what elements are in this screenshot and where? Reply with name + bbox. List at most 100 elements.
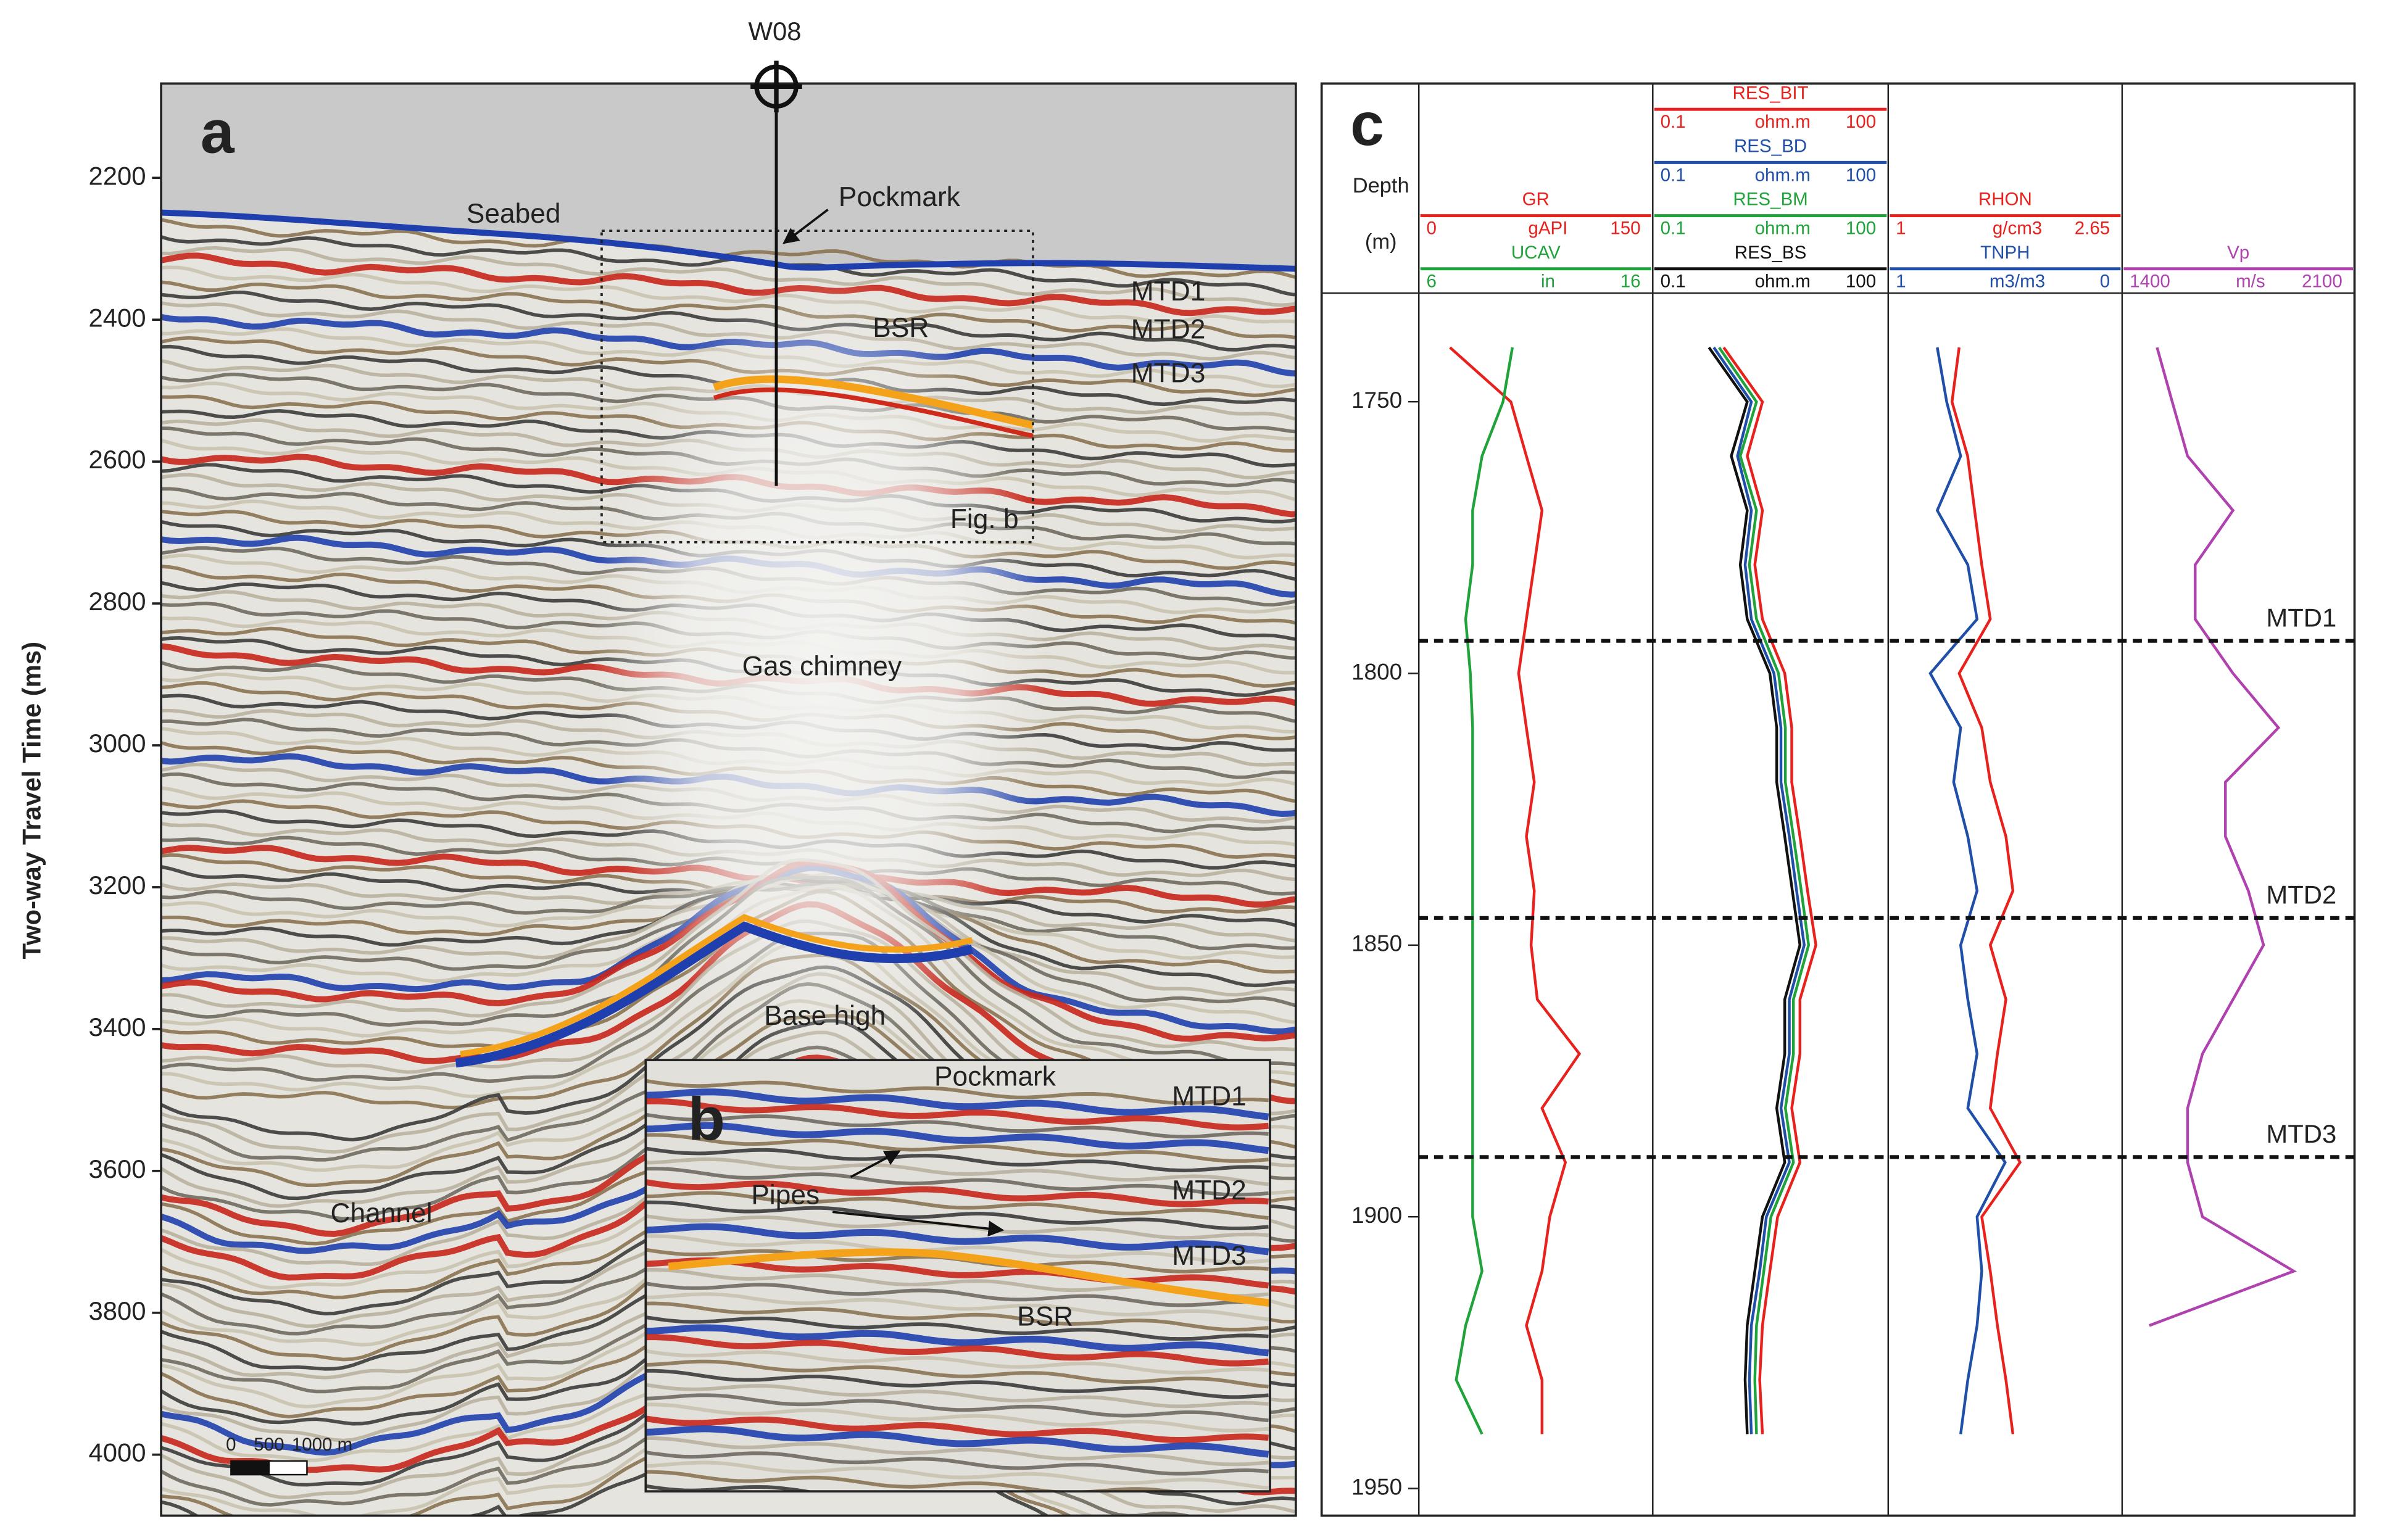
seismic-reflector: [645, 1157, 1269, 1186]
log-curve: [1455, 347, 1514, 1435]
base-high-reflector: [460, 914, 973, 1058]
x-range-min: 6: [1427, 271, 1437, 292]
bsr-reflector: [713, 387, 1034, 439]
scale-bar-label: 1000 m: [292, 1434, 352, 1455]
legend-name: GR: [1522, 189, 1550, 210]
y-tick-label: 3800: [88, 1296, 146, 1325]
seismic-reflector: [645, 1436, 1269, 1467]
annotation: BSR: [873, 313, 929, 343]
panel-label: a: [201, 98, 235, 166]
seismic-reflector: [645, 1415, 1269, 1443]
seismic-reflector: [645, 1292, 1269, 1322]
y-tick-label: 1800: [1351, 659, 1402, 684]
panel-frame: [160, 82, 1297, 1517]
log-curve: [1722, 346, 1817, 1434]
x-range-min: 1: [1896, 218, 1906, 238]
panel-label: c: [1350, 90, 1384, 158]
x-range-min: 1: [1896, 271, 1906, 292]
seismic-reflector: [645, 1112, 1269, 1139]
x-range-max: 2.65: [2075, 218, 2110, 238]
inset-frame: [644, 1059, 1271, 1493]
seismic-reflector: [645, 1146, 1269, 1173]
seismic-reflector: [645, 1167, 1269, 1197]
seismic-reflector: [645, 1324, 1269, 1357]
marker-label: MTD1: [2266, 603, 2336, 632]
base-high-reflector: [455, 921, 974, 1068]
x-range-max: 150: [1610, 218, 1640, 238]
legend-unit: in: [1541, 271, 1555, 292]
seismic-reflector: [645, 1315, 1269, 1341]
log-curve: [1950, 347, 2022, 1434]
log-curve: [1928, 347, 2007, 1434]
seismic-reflector: [645, 1179, 1269, 1207]
well-label: W08: [749, 17, 802, 46]
annotation: Pipes: [751, 1180, 820, 1210]
seismic-reflector: [645, 1349, 1269, 1375]
log-curve: [1718, 346, 1811, 1434]
gas-chimney: [592, 273, 1048, 1064]
seismic-reflector: [645, 1383, 1269, 1409]
seismic-reflector: [645, 1425, 1269, 1458]
legend-unit: g/cm3: [1993, 218, 2042, 238]
seismic-reflector: [645, 1223, 1269, 1256]
legend-unit: ohm.m: [1755, 271, 1811, 292]
inset-bsr: [668, 1248, 1270, 1307]
y-axis-label: Depth: [1353, 174, 1409, 197]
x-range-max: 0: [2100, 271, 2110, 292]
seismic-reflector: [645, 1257, 1269, 1289]
x-range-max: 100: [1846, 218, 1876, 238]
annotation: MTD2: [1131, 314, 1206, 344]
legend-name: TNPH: [1980, 242, 2030, 263]
annotation: MTD3: [1172, 1241, 1247, 1271]
seismic-reflector: [645, 1098, 1269, 1131]
seismic-reflector: [645, 1133, 1269, 1163]
legend-name: Vp: [2227, 242, 2249, 263]
y-tick-label: 3400: [88, 1012, 146, 1041]
arrow: [832, 1211, 1005, 1237]
log-curve: [1712, 346, 1806, 1434]
y-tick-label: 1750: [1351, 387, 1402, 413]
arrow: [782, 209, 829, 244]
seismic-reflector: [645, 1088, 1269, 1120]
legend-name: RES_BS: [1735, 242, 1806, 263]
y-tick-label: 2200: [88, 161, 146, 190]
seismic-reflector: [161, 218, 1296, 279]
seismic-reflector: [645, 1200, 1269, 1231]
annotation: MTD2: [1172, 1175, 1247, 1206]
seismic-reflector: [645, 1402, 1269, 1433]
annotation: BSR: [1017, 1301, 1073, 1331]
annotation: Gas chimney: [742, 652, 902, 682]
seismic-reflector: [645, 1078, 1269, 1105]
legend-name: RES_BIT: [1733, 83, 1809, 103]
water-column: [161, 83, 1296, 266]
seabed: [161, 209, 1296, 272]
seismic-reflector: [645, 1191, 1269, 1220]
annotation: MTD1: [1172, 1081, 1247, 1111]
legend-unit: gAPI: [1528, 218, 1567, 238]
seismic-reflector: [645, 1301, 1269, 1331]
x-range-min: 0.1: [1661, 165, 1686, 185]
legend-unit: ohm.m: [1755, 218, 1811, 238]
annotation: Fig. b: [950, 504, 1019, 534]
scale-bar-segment: [268, 1460, 308, 1476]
seismic-reflector: [645, 1368, 1269, 1399]
annotation: Pockmark: [839, 182, 961, 212]
seismic-reflector: [645, 1460, 1269, 1490]
legend-name: UCAV: [1511, 242, 1561, 263]
scale-bar-label: 0: [226, 1434, 236, 1455]
x-range-max: 2100: [2302, 271, 2343, 292]
x-range-min: 0.1: [1661, 112, 1686, 132]
y-tick-label: 3200: [88, 871, 146, 900]
annotation: MTD3: [1131, 358, 1206, 389]
seismic-reflector: [645, 1281, 1269, 1307]
x-range-max: 16: [1621, 271, 1641, 292]
y-axis-unit: (m): [1365, 230, 1397, 254]
y-tick-label: 2400: [88, 303, 146, 332]
legend-name: RHON: [1978, 189, 2032, 210]
y-tick-label: 1850: [1351, 931, 1402, 956]
seismic-reflector: [161, 246, 1296, 307]
log-curve: [1708, 346, 1802, 1434]
y-axis-label: Two-way Travel Time (ms): [17, 642, 46, 959]
